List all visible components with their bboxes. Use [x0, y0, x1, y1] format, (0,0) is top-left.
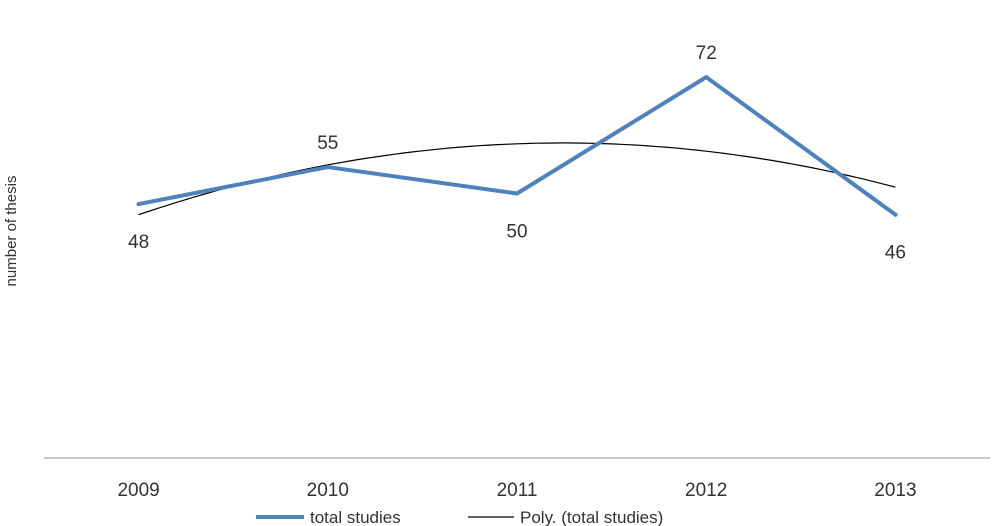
data-point-2011	[515, 191, 519, 196]
data-labels: 48 55 50 72 46	[128, 43, 906, 264]
legend-label-total-studies: total studies	[310, 508, 401, 526]
data-label-2011: 50	[506, 222, 527, 243]
data-label-2012: 72	[696, 43, 717, 64]
legend-label-poly-trendline: Poly. (total studies)	[520, 508, 663, 526]
data-point-2010	[325, 165, 330, 170]
x-tick-label-2009: 2009	[117, 480, 159, 501]
data-label-2009: 48	[128, 232, 149, 253]
legend: total studies Poly. (total studies)	[256, 508, 663, 526]
x-tick-label-2011: 2011	[497, 480, 538, 501]
trendline-layer	[138, 142, 896, 216]
y-axis-title: number of thesis	[3, 176, 20, 287]
x-tick-label-2010: 2010	[307, 480, 349, 501]
series-layer	[136, 75, 898, 217]
data-label-2013: 46	[885, 243, 906, 264]
x-tick-labels: 2009 2010 2011 2012 2013	[117, 480, 916, 501]
data-point-2013	[893, 212, 898, 217]
data-point-2009	[136, 202, 141, 207]
poly-trendline	[138, 142, 896, 216]
x-tick-label-2013: 2013	[874, 480, 916, 501]
x-tick-label-2012: 2012	[685, 480, 727, 501]
data-point-2012	[704, 75, 709, 80]
data-label-2010: 55	[317, 133, 338, 154]
